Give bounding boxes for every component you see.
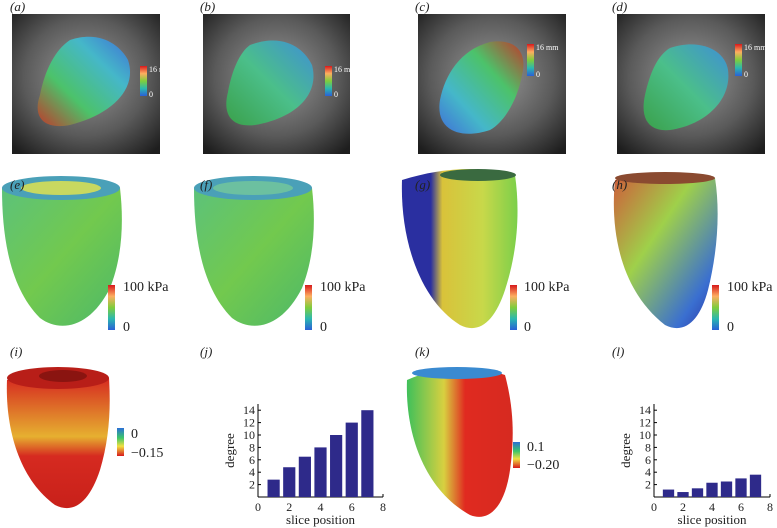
bar bbox=[314, 447, 327, 497]
colorbar bbox=[510, 285, 517, 330]
mri-panel bbox=[12, 14, 160, 154]
bar bbox=[283, 467, 296, 497]
bar bbox=[361, 410, 374, 497]
bar bbox=[298, 456, 311, 497]
colorbar-label: 0 bbox=[727, 320, 734, 335]
panel-label: (k) bbox=[415, 344, 429, 359]
x-tick-label: 6 bbox=[738, 500, 744, 514]
y-tick-label: 8 bbox=[249, 440, 255, 454]
y-axis-label: degree bbox=[222, 433, 237, 468]
colorbar-label: 0 bbox=[334, 90, 338, 99]
colorbar-label: 0 bbox=[744, 70, 748, 79]
x-tick-label: 0 bbox=[651, 500, 657, 514]
mri-panel bbox=[617, 14, 765, 154]
x-tick-label: 8 bbox=[767, 500, 773, 514]
y-tick-label: 6 bbox=[645, 453, 651, 467]
y-tick-label: 2 bbox=[645, 478, 651, 492]
heart-model bbox=[401, 168, 518, 329]
colorbar-label: 16 mm bbox=[149, 65, 172, 74]
colorbar-label: 100 kPa bbox=[320, 280, 366, 295]
colorbar-label: −0.20 bbox=[527, 458, 559, 473]
panel-label: (d) bbox=[612, 0, 627, 14]
colorbar-label: 16 mm bbox=[334, 65, 357, 74]
mri-panel bbox=[418, 14, 566, 154]
colorbar-label: 0 bbox=[536, 70, 540, 79]
y-tick-label: 14 bbox=[639, 403, 651, 417]
panel-label: (f) bbox=[200, 177, 212, 192]
y-tick-label: 8 bbox=[645, 440, 651, 454]
x-tick-label: 2 bbox=[286, 500, 292, 514]
y-tick-label: 12 bbox=[243, 416, 255, 430]
x-tick-label: 4 bbox=[318, 500, 324, 514]
heart-model bbox=[406, 367, 513, 517]
colorbar-label: 0 bbox=[131, 427, 138, 442]
colorbar-label: 100 kPa bbox=[524, 280, 570, 295]
panel-label: (c) bbox=[415, 0, 429, 14]
x-tick-label: 6 bbox=[349, 500, 355, 514]
panel-label: (l) bbox=[612, 344, 624, 359]
panel-label: (i) bbox=[10, 344, 22, 359]
heart-model bbox=[613, 172, 718, 329]
bar bbox=[691, 488, 704, 497]
panel-label: (a) bbox=[10, 0, 25, 14]
colorbar-label: 100 kPa bbox=[123, 280, 169, 295]
bar bbox=[735, 478, 747, 497]
x-tick-label: 4 bbox=[709, 500, 715, 514]
y-axis-label: degree bbox=[618, 433, 633, 468]
colorbar bbox=[513, 442, 520, 468]
bar bbox=[706, 482, 718, 497]
heart-model bbox=[194, 176, 314, 326]
y-tick-label: 4 bbox=[249, 465, 255, 479]
colorbar-label: 0 bbox=[320, 320, 327, 335]
panel-label: (g) bbox=[415, 177, 430, 192]
panel-label: (j) bbox=[200, 344, 212, 359]
y-tick-label: 2 bbox=[249, 478, 255, 492]
colorbar-label: 16 mm bbox=[536, 43, 559, 52]
y-tick-label: 10 bbox=[243, 428, 255, 442]
colorbar-label: 0 bbox=[524, 320, 531, 335]
colorbar-label: 100 kPa bbox=[727, 280, 773, 295]
y-tick-label: 12 bbox=[639, 416, 651, 430]
bar bbox=[749, 474, 762, 497]
x-tick-label: 0 bbox=[255, 500, 261, 514]
colorbar bbox=[305, 285, 312, 330]
panel-label: (b) bbox=[200, 0, 215, 14]
x-tick-label: 8 bbox=[380, 500, 386, 514]
y-tick-label: 6 bbox=[249, 453, 255, 467]
colorbar-label: 0 bbox=[149, 90, 153, 99]
heart-model bbox=[6, 367, 110, 509]
colorbar-label: 0.1 bbox=[527, 440, 545, 455]
colorbar bbox=[108, 285, 115, 330]
panel-label: (h) bbox=[612, 177, 627, 192]
bar bbox=[267, 479, 280, 497]
bar bbox=[677, 492, 689, 497]
heart-model bbox=[2, 176, 122, 326]
bar bbox=[662, 489, 675, 497]
mri-panel bbox=[203, 14, 350, 154]
x-tick-label: 2 bbox=[680, 500, 686, 514]
y-tick-label: 4 bbox=[645, 465, 651, 479]
bar bbox=[720, 481, 733, 497]
bar bbox=[345, 422, 358, 497]
y-tick-label: 14 bbox=[243, 403, 255, 417]
bar bbox=[330, 435, 343, 497]
x-axis-label: slice position bbox=[286, 512, 355, 527]
panel-label: (e) bbox=[10, 177, 24, 192]
colorbar-label: 16 mm bbox=[744, 43, 767, 52]
x-axis-label: slice position bbox=[678, 512, 747, 527]
colorbar-label: −0.15 bbox=[131, 446, 163, 461]
colorbar bbox=[117, 428, 124, 456]
y-tick-label: 10 bbox=[639, 428, 651, 442]
colorbar bbox=[712, 285, 719, 330]
colorbar-label: 0 bbox=[123, 320, 130, 335]
